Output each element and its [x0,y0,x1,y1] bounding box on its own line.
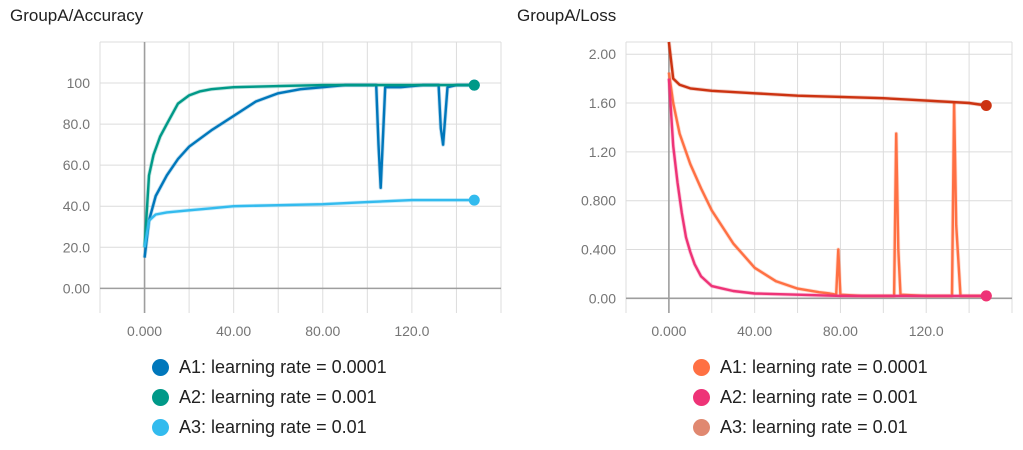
loss-y-tick-label: 1.60 [589,95,616,111]
legend-dot-icon [152,388,169,406]
legend-label: A2: learning rate = 0.001 [720,386,918,407]
accuracy-series-3-raw-line [142,198,475,248]
accuracy-y-tick-label: 0.00 [63,280,90,296]
legend-dot-icon [693,358,710,376]
legend-item-a2[interactable]: A2: learning rate = 0.001 [152,382,387,412]
accuracy-series-1-raw-line [142,83,475,258]
loss-legend: A1: learning rate = 0.0001 A2: learning … [693,352,928,442]
loss-series-3-line[interactable] [667,41,987,107]
loss-y-tick-label: 0.800 [581,193,616,209]
legend-label: A3: learning rate = 0.01 [179,416,367,437]
accuracy-x-tick-label: 0.000 [127,323,162,339]
loss-x-tick-label: 40.00 [737,323,772,339]
accuracy-x-tick-label: 120.0 [394,323,429,339]
loss-y-tick-label: 0.400 [581,242,616,258]
legend-dot-icon [693,418,710,436]
accuracy-series-2-raw-line [142,83,475,248]
accuracy-legend: A1: learning rate = 0.0001 A2: learning … [152,352,387,442]
loss-chart: 0.00 0.400 0.800 1.20 1.60 2.00 0.000 40.00 80.0… [581,41,1013,339]
loss-y-tick-label: 0.00 [589,290,616,306]
loss-series-1-line[interactable] [667,72,987,298]
accuracy-series-3-end-point[interactable] [468,194,480,206]
accuracy-y-tick-label: 20.0 [63,239,90,255]
accuracy-series-2-end-point[interactable] [468,79,480,91]
loss-series-1-raw-line [666,72,987,298]
loss-x-tick-label: 0.000 [651,323,686,339]
accuracy-y-tick-label: 40.0 [63,198,90,214]
legend-label: A3: learning rate = 0.01 [720,416,908,437]
accuracy-series-2-line[interactable] [143,83,475,248]
accuracy-series-3-line[interactable] [143,198,475,248]
legend-label: A1: learning rate = 0.0001 [179,356,387,377]
legend-item-a1[interactable]: A1: learning rate = 0.0001 [152,352,387,382]
legend-label: A1: learning rate = 0.0001 [720,356,928,377]
loss-series-2-end-point[interactable] [980,290,992,302]
loss-series-2-line[interactable] [667,78,987,298]
accuracy-x-tick-label: 80.00 [305,323,340,339]
legend-dot-icon [152,418,169,436]
accuracy-series-1-line[interactable] [143,83,475,258]
accuracy-chart-title: GroupA/Accuracy [10,6,144,25]
accuracy-y-tick-label: 80.0 [63,116,90,132]
loss-y-tick-label: 2.00 [589,46,616,62]
legend-item-a2[interactable]: A2: learning rate = 0.001 [693,382,928,412]
legend-label: A2: learning rate = 0.001 [179,386,377,407]
accuracy-chart: 0.00 20.0 40.0 60.0 80.0 100 0.000 40.00 80.00 12… [63,41,502,339]
loss-x-tick-label: 120.0 [909,323,944,339]
accuracy-y-tick-label: 100 [67,75,91,91]
legend-dot-icon [693,388,710,406]
loss-chart-title: GroupA/Loss [517,6,617,25]
legend-dot-icon [152,358,169,376]
legend-item-a3[interactable]: A3: learning rate = 0.01 [152,412,387,442]
accuracy-x-tick-label: 40.00 [216,323,251,339]
loss-x-tick-label: 80.00 [823,323,858,339]
loss-series-3-end-point[interactable] [980,99,992,111]
accuracy-y-tick-label: 60.0 [63,157,90,173]
legend-item-a1[interactable]: A1: learning rate = 0.0001 [693,352,928,382]
legend-item-a3[interactable]: A3: learning rate = 0.01 [693,412,928,442]
loss-y-tick-label: 1.20 [589,144,616,160]
loss-series-2-raw-line [666,78,987,298]
